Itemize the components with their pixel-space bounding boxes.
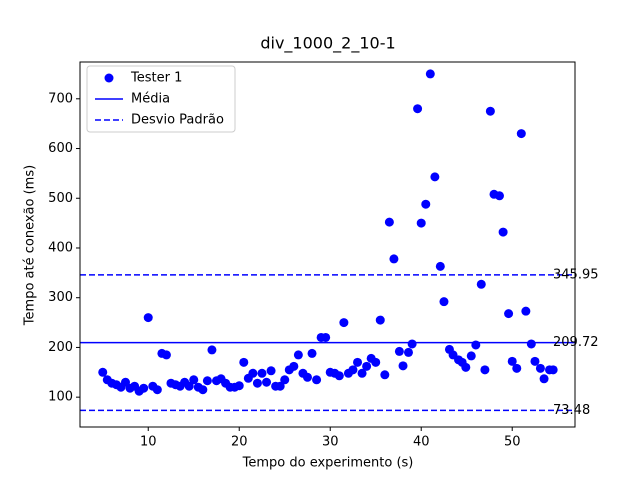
data-point <box>548 365 558 375</box>
data-point <box>207 345 217 355</box>
data-point <box>98 367 108 377</box>
data-point <box>184 381 194 391</box>
data-point <box>380 370 390 380</box>
x-tick-label: 10 <box>140 435 157 450</box>
data-point <box>485 106 495 116</box>
x-tick-label: 50 <box>504 435 521 450</box>
data-point <box>539 374 549 384</box>
y-axis-label: Tempo até conexão (ms) <box>23 165 38 326</box>
legend-label: Desvio Padrão <box>131 113 224 128</box>
data-point <box>198 385 208 395</box>
data-point <box>302 372 312 382</box>
data-point <box>403 347 413 357</box>
data-point <box>421 199 431 209</box>
data-point <box>384 217 394 227</box>
data-point <box>498 227 508 237</box>
data-point <box>516 129 526 139</box>
legend-marker <box>104 73 114 83</box>
legend-box <box>86 65 236 133</box>
data-point <box>143 313 153 323</box>
data-point <box>289 361 299 371</box>
y-tick-label: 600 <box>48 141 73 156</box>
y-tick-label: 500 <box>48 191 73 206</box>
data-point <box>275 381 285 391</box>
std-line-label: 73.48 <box>553 403 590 418</box>
data-point <box>439 297 449 307</box>
legend-label: Tester 1 <box>130 71 182 86</box>
data-point <box>357 368 367 378</box>
data-point <box>521 306 531 316</box>
data-point <box>334 371 344 381</box>
x-tick-label: 20 <box>231 435 248 450</box>
data-point <box>535 363 545 373</box>
data-point <box>152 385 162 395</box>
x-tick-label: 40 <box>413 435 430 450</box>
data-point <box>371 357 381 367</box>
y-tick-label: 700 <box>48 91 73 106</box>
data-point <box>471 340 481 350</box>
y-tick-label: 100 <box>48 390 73 405</box>
data-point <box>339 318 349 328</box>
data-point <box>202 376 212 386</box>
data-point <box>526 339 536 349</box>
data-point <box>507 356 517 366</box>
y-tick-label: 200 <box>48 340 73 355</box>
x-axis-label: Tempo do experimento (s) <box>242 456 414 471</box>
data-point <box>375 315 385 325</box>
data-point <box>476 279 486 289</box>
data-point <box>435 261 445 271</box>
data-point <box>530 356 540 366</box>
data-point <box>321 332 331 342</box>
data-point <box>252 378 262 388</box>
data-point <box>398 361 408 371</box>
data-point <box>461 362 471 372</box>
mean-line-label: 209.72 <box>553 335 599 350</box>
data-point <box>293 350 303 360</box>
y-tick-label: 300 <box>48 290 73 305</box>
data-point <box>248 368 258 378</box>
data-point <box>425 69 435 79</box>
data-point <box>312 375 322 385</box>
data-point <box>394 346 404 356</box>
data-point <box>512 363 522 373</box>
data-point <box>280 375 290 385</box>
data-point <box>480 365 490 375</box>
data-point <box>307 348 317 358</box>
data-point <box>353 357 363 367</box>
chart-title: div_1000_2_10-1 <box>260 34 395 54</box>
data-point <box>466 351 476 361</box>
data-point <box>234 381 244 391</box>
plot-frame <box>79 61 576 428</box>
data-point <box>389 254 399 264</box>
data-point <box>161 350 171 360</box>
data-point <box>430 172 440 182</box>
data-point <box>413 104 423 114</box>
data-point <box>189 375 199 385</box>
data-point <box>139 383 149 393</box>
data-point <box>257 368 267 378</box>
data-point <box>262 377 272 387</box>
data-point <box>416 218 426 228</box>
data-point <box>504 309 514 319</box>
data-point <box>494 191 504 201</box>
data-point <box>362 361 372 371</box>
y-tick-label: 400 <box>48 240 73 255</box>
data-point <box>239 357 249 367</box>
x-tick-label: 30 <box>322 435 339 450</box>
data-point <box>407 339 417 349</box>
legend-label: Média <box>131 92 170 107</box>
std-line-label: 345.95 <box>553 267 599 282</box>
data-point <box>266 366 276 376</box>
data-point <box>348 365 358 375</box>
